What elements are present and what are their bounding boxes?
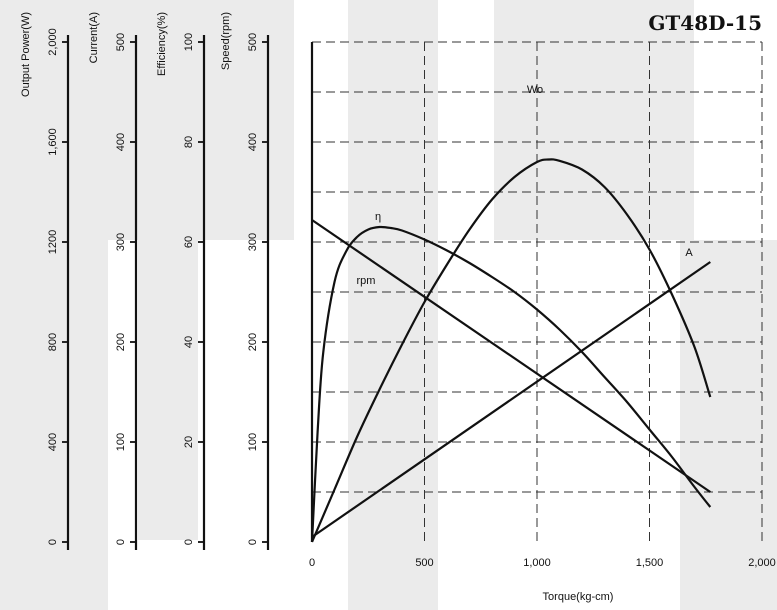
y-axis-efficiency: 0 20 40 60 80 100 Efficiency(%) (156, 12, 206, 550)
x-tick-label: 1,500 (636, 557, 664, 569)
y-tick-label: 80 (183, 136, 195, 148)
y-tick-label: 0 (247, 539, 259, 545)
y-axis-title-speed: Speed(rpm) (220, 12, 232, 70)
y-tick-label: 100 (247, 433, 259, 451)
y-axis-power: 0 400 800 1200 1,600 2,000 Output Power(W) (20, 12, 70, 550)
y-tick-label: 100 (115, 433, 127, 451)
x-tick-label: 500 (415, 557, 433, 569)
y-tick-label: 1200 (47, 230, 59, 254)
series-label-current: A (685, 247, 693, 259)
x-axis-title: Torque(kg-cm) (543, 591, 614, 603)
y-axis-current: 0 100 200 300 400 500 Current(A) (88, 12, 138, 550)
x-tick-label: 1,000 (523, 557, 551, 569)
y-tick-label: 300 (115, 233, 127, 251)
chart-title: GT48D-15 (648, 11, 762, 35)
y-tick-label: 200 (247, 333, 259, 351)
series-line-current (311, 261, 711, 538)
y-tick-label: 20 (183, 436, 195, 448)
grid (310, 41, 763, 542)
background-band (494, 0, 694, 240)
y-tick-label: 100 (183, 33, 195, 51)
background-band (138, 240, 198, 540)
background-band (108, 0, 294, 240)
y-tick-label: 40 (183, 336, 195, 348)
y-tick-label: 400 (115, 133, 127, 151)
series-line-efficiency (310, 225, 712, 543)
x-tick-label: 2,000 (748, 557, 776, 569)
y-tick-label: 400 (47, 433, 59, 451)
x-tick-label: 0 (309, 557, 315, 569)
y-tick-label: 300 (247, 233, 259, 251)
y-tick-label: 500 (247, 33, 259, 51)
y-tick-label: 400 (247, 133, 259, 151)
y-tick-label: 500 (115, 33, 127, 51)
y-tick-label: 2,000 (47, 28, 59, 56)
curves (310, 158, 712, 543)
background-band (680, 240, 777, 610)
y-tick-label: 1,600 (47, 128, 59, 156)
background-band (0, 0, 108, 610)
y-axis-speed: 0 100 200 300 400 500 Speed(rpm) (220, 12, 270, 550)
x-axis: 0 500 1,000 1,500 2,000 (309, 557, 776, 569)
y-tick-label: 0 (47, 539, 59, 545)
series-label-power: Wo (527, 84, 543, 96)
y-tick-label: 200 (115, 333, 127, 351)
y-tick-label: 0 (115, 539, 127, 545)
y-axis-title-power: Output Power(W) (20, 12, 32, 97)
y-tick-label: 60 (183, 236, 195, 248)
y-tick-label: 800 (47, 333, 59, 351)
y-tick-label: 0 (183, 539, 195, 545)
series-line-power (310, 158, 712, 543)
series-line-speed (311, 219, 711, 493)
series-label-speed: rpm (357, 275, 376, 287)
y-axis-title-efficiency: Efficiency(%) (156, 12, 168, 76)
series-label-efficiency: η (375, 211, 381, 223)
y-axis-title-current: Current(A) (88, 12, 100, 63)
